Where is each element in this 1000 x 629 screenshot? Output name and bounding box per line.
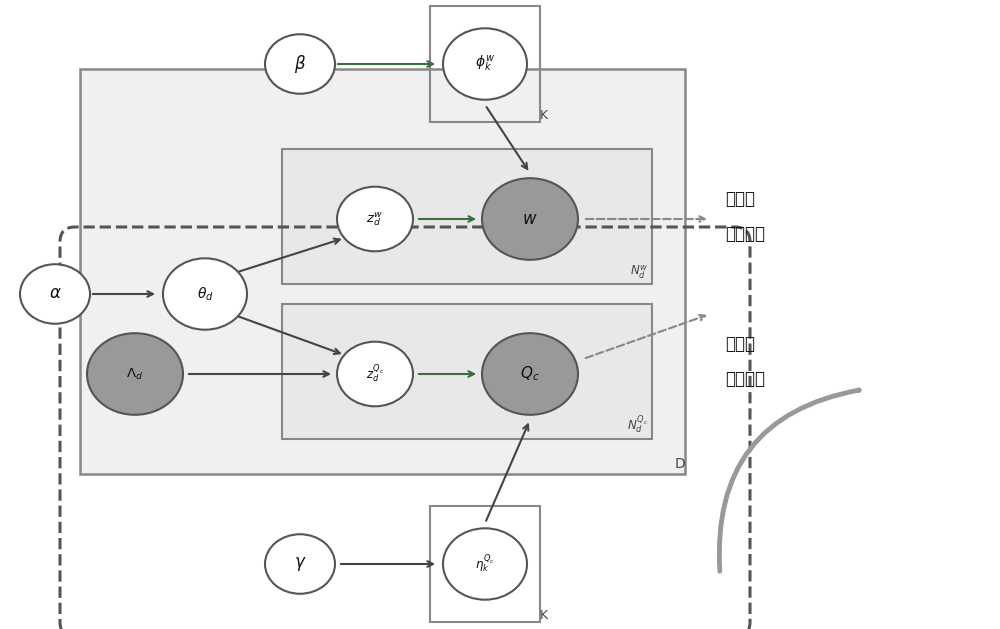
Text: $\eta_k^{Q_c}$: $\eta_k^{Q_c}$	[475, 553, 495, 575]
Bar	[282, 149, 652, 284]
Text: $z_d^w$: $z_d^w$	[366, 210, 384, 228]
FancyArrowPatch shape	[719, 390, 859, 571]
Ellipse shape	[265, 34, 335, 94]
Text: $Q_c$: $Q_c$	[520, 365, 540, 383]
Bar	[430, 506, 540, 622]
Ellipse shape	[337, 342, 413, 406]
Bar	[430, 6, 540, 122]
Bar	[282, 304, 652, 439]
Text: D: D	[674, 457, 685, 471]
Text: $z_d^{Q_c}$: $z_d^{Q_c}$	[366, 363, 384, 385]
Ellipse shape	[163, 259, 247, 330]
Ellipse shape	[337, 187, 413, 252]
Bar	[80, 69, 685, 474]
Text: K: K	[540, 109, 548, 122]
Ellipse shape	[87, 333, 183, 415]
Text: $N_d^{Q_c}$: $N_d^{Q_c}$	[627, 415, 648, 436]
Text: 上下文: 上下文	[725, 190, 755, 208]
Ellipse shape	[482, 178, 578, 260]
Ellipse shape	[443, 528, 527, 599]
Text: $\Lambda_d$: $\Lambda_d$	[126, 367, 144, 382]
Text: $\phi_k^w$: $\phi_k^w$	[475, 54, 495, 74]
Ellipse shape	[20, 264, 90, 324]
Text: 主题建模: 主题建模	[725, 370, 765, 388]
Text: $\alpha$: $\alpha$	[49, 286, 61, 303]
Text: 上下文: 上下文	[725, 335, 755, 353]
Ellipse shape	[443, 28, 527, 100]
Text: $w$: $w$	[522, 211, 538, 228]
Text: $\gamma$: $\gamma$	[294, 555, 306, 573]
Text: $\beta$: $\beta$	[294, 53, 306, 75]
Text: $N_d^w$: $N_d^w$	[630, 264, 648, 281]
Text: 窗口信息: 窗口信息	[725, 225, 765, 243]
Text: $\theta_d$: $\theta_d$	[197, 286, 213, 303]
Ellipse shape	[482, 333, 578, 415]
Ellipse shape	[265, 534, 335, 594]
Text: K: K	[540, 609, 548, 622]
